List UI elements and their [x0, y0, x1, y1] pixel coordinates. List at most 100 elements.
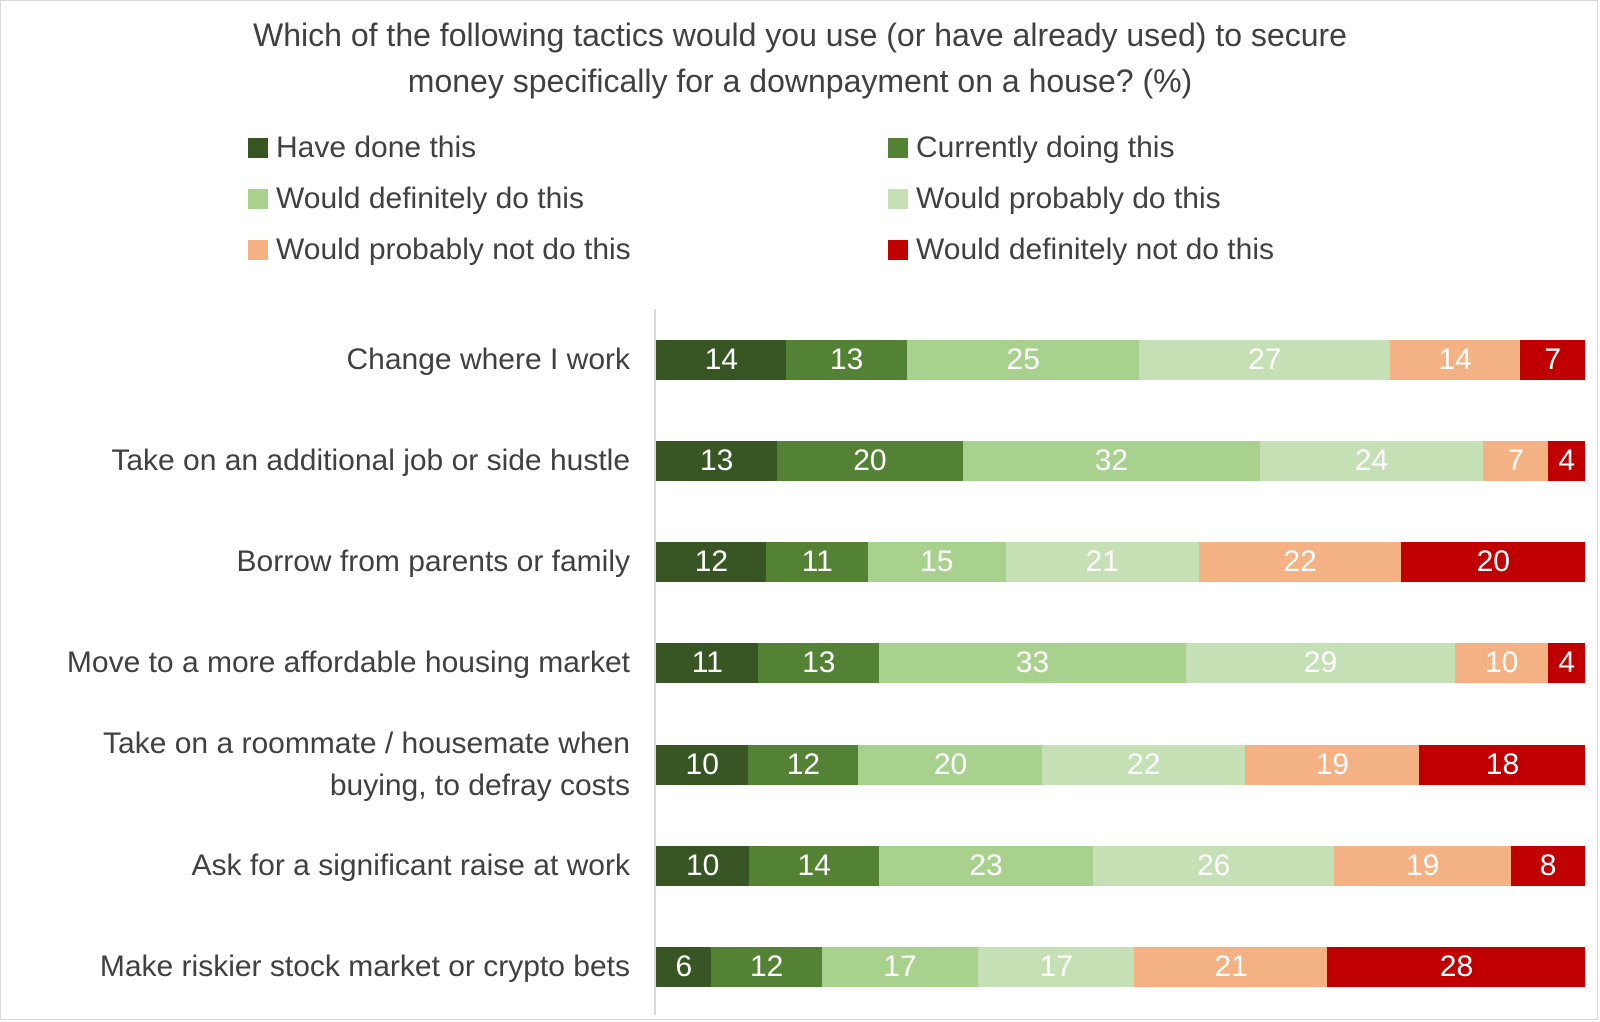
bar-segment: 12 — [747, 745, 859, 785]
data-label: 12 — [786, 748, 821, 781]
bar-segment: 32 — [962, 441, 1261, 481]
legend-item: Currently doing this — [888, 130, 1174, 166]
category-label: Take on a roommate / housemate when buyin… — [0, 723, 630, 807]
data-label: 28 — [1439, 950, 1474, 983]
bar-segment: 33 — [878, 643, 1187, 683]
bar-segment: 10 — [1454, 643, 1549, 683]
legend-swatch — [248, 240, 268, 260]
data-label: 14 — [1438, 343, 1472, 376]
legend-item: Would probably not do this — [248, 232, 631, 268]
bar-segment: 21 — [1005, 542, 1200, 582]
bar-segment: 22 — [1042, 745, 1246, 785]
bar-segment: 22 — [1198, 542, 1402, 582]
legend-label: Would probably do this — [916, 182, 1221, 215]
data-label: 19 — [1405, 849, 1440, 882]
data-label: 13 — [829, 343, 864, 376]
legend-label: Would probably not do this — [276, 233, 631, 266]
bar-segment: 8 — [1510, 846, 1586, 886]
bar-segment: 20 — [858, 745, 1043, 785]
category-label-line: Change where I work — [346, 343, 630, 376]
data-label: 13 — [699, 444, 734, 477]
category-label-line: buying, to defray costs — [329, 769, 630, 802]
data-label: 20 — [933, 748, 968, 781]
bar-segment: 15 — [867, 542, 1007, 582]
data-label: 19 — [1315, 748, 1349, 781]
bar-segment: 12 — [711, 947, 823, 987]
category-label-line: Make riskier stock market or crypto bets — [99, 950, 630, 983]
bar-segment: 13 — [656, 441, 778, 481]
data-label: 22 — [1127, 748, 1161, 781]
data-label: 12 — [749, 950, 784, 983]
legend-item: Would probably do this — [888, 181, 1221, 217]
bar-segment: 6 — [656, 947, 712, 987]
bar-segment: 13 — [786, 340, 908, 380]
bar-segment: 11 — [656, 643, 759, 683]
legend-swatch — [248, 138, 268, 158]
data-label: 12 — [694, 545, 729, 578]
data-label: 8 — [1539, 849, 1557, 882]
category-label: Borrow from parents or family — [0, 541, 630, 583]
bar-segment: 4 — [1547, 643, 1586, 683]
data-label: 20 — [853, 444, 887, 477]
bar-segment: 23 — [878, 846, 1094, 886]
data-label: 23 — [969, 849, 1003, 882]
bar-segment: 27 — [1139, 340, 1391, 380]
bar-segment: 25 — [906, 340, 1140, 380]
bar-segment: 28 — [1327, 947, 1586, 987]
legend-item: Have done this — [248, 130, 476, 166]
chart-title-line-2: money specifically for a downpayment on … — [407, 63, 1193, 99]
data-label: 27 — [1248, 343, 1282, 376]
category-label-line: Ask for a significant raise at work — [191, 849, 630, 882]
chart-title-line-1: Which of the following tactics would you… — [253, 17, 1347, 53]
bar-segment: 7 — [1482, 441, 1549, 481]
legend-label: Have done this — [276, 131, 477, 164]
data-label: 33 — [1015, 646, 1050, 679]
category-label-line: Borrow from parents or family — [236, 545, 630, 578]
data-label: 11 — [801, 545, 833, 578]
legend-label: Would definitely do this — [276, 182, 584, 215]
category-label: Move to a more affordable housing market — [0, 642, 630, 684]
data-label: 6 — [675, 950, 693, 983]
bar-segment: 7 — [1519, 340, 1586, 380]
data-label: 26 — [1196, 849, 1231, 882]
category-label-line: Move to a more affordable housing market — [66, 646, 630, 679]
bar-segment: 29 — [1185, 643, 1456, 683]
bar-segment: 17 — [821, 947, 979, 987]
data-label: 13 — [802, 646, 836, 679]
data-label: 7 — [1544, 343, 1562, 376]
legend-swatch — [888, 138, 908, 158]
data-label: 25 — [1006, 343, 1040, 376]
bar-segment: 14 — [1389, 340, 1521, 380]
bar-segment: 20 — [1401, 542, 1586, 582]
category-label: Take on an additional job or side hustle — [0, 440, 630, 482]
bar-segment: 19 — [1244, 745, 1420, 785]
bar-segment: 10 — [656, 745, 749, 785]
data-label: 18 — [1485, 748, 1520, 781]
data-label: 21 — [1085, 545, 1120, 578]
data-label: 7 — [1507, 444, 1524, 477]
bar-segment: 14 — [656, 340, 787, 380]
data-label: 14 — [704, 343, 738, 376]
bar-segment: 18 — [1419, 745, 1586, 785]
data-label: 4 — [1558, 444, 1575, 477]
data-label: 17 — [883, 950, 917, 983]
data-label: 29 — [1303, 646, 1338, 679]
legend-item: Would definitely do this — [248, 181, 584, 217]
data-label: 32 — [1094, 444, 1129, 477]
bar-segment: 11 — [766, 542, 869, 582]
bar-segment: 20 — [776, 441, 964, 481]
data-label: 20 — [1476, 545, 1510, 578]
bar-segment: 17 — [977, 947, 1135, 987]
category-axis-line — [654, 309, 656, 1015]
legend-label: Would definitely not do this — [916, 233, 1274, 266]
bar-segment: 21 — [1134, 947, 1328, 987]
bar-segment: 14 — [748, 846, 880, 886]
bar-segment: 4 — [1547, 441, 1586, 481]
bar-segment: 24 — [1259, 441, 1484, 481]
category-label: Ask for a significant raise at work — [0, 845, 630, 887]
category-label-line: Take on an additional job or side hustle — [111, 444, 630, 477]
category-label-line: Take on a roommate / housemate when — [103, 727, 630, 760]
data-label: 21 — [1214, 950, 1248, 983]
legend-swatch — [888, 240, 908, 260]
data-label: 11 — [691, 646, 723, 679]
